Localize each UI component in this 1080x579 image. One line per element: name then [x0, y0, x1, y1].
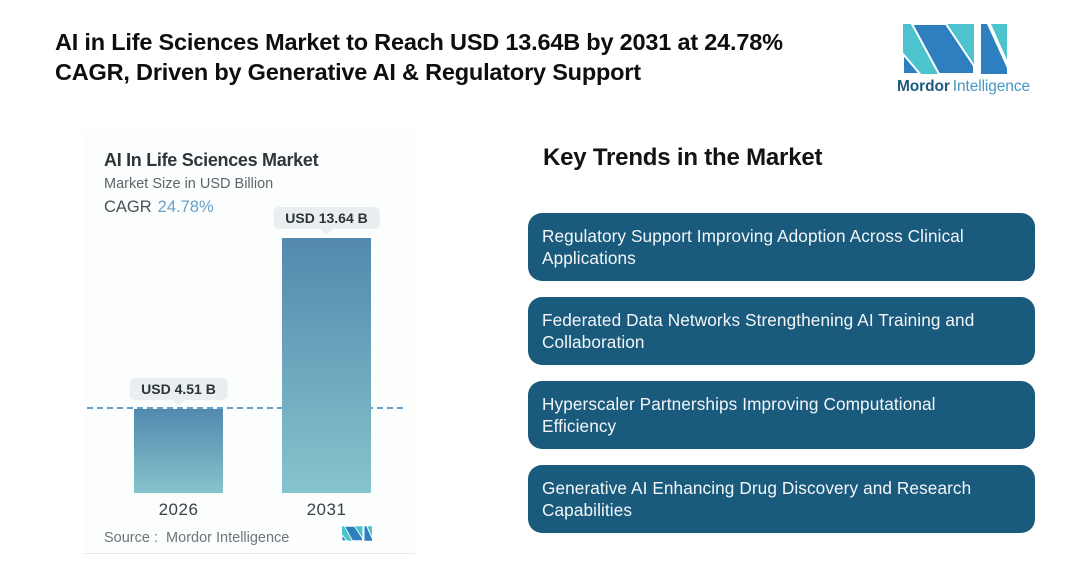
page-title-line-2: CAGR, Driven by Generative AI & Regulato… — [55, 58, 641, 85]
brand-name-primary: Mordor — [897, 78, 950, 95]
brand-name-secondary: Intelligence — [952, 78, 1030, 95]
source-attribution: Source : Mordor Intelligence — [104, 530, 290, 546]
market-size-chart-card: AI In Life Sciences Market Market Size i… — [84, 130, 415, 554]
mordor-logo-icon — [903, 24, 1007, 74]
reference-line — [87, 406, 403, 409]
page-title-line-1: AI in Life Sciences Market to Reach USD … — [55, 29, 783, 55]
trend-item-hyperscaler-partnerships: Hyperscaler Partnerships Improving Compu… — [528, 381, 1035, 449]
cagr-value: 24.78% — [157, 198, 214, 216]
trend-item-generative-ai: Generative AI Enhancing Drug Discovery a… — [528, 465, 1035, 533]
axis-label-2031: 2031 — [306, 500, 347, 519]
value-label-2026: USD 4.51 B — [129, 377, 228, 400]
axis-label-2026: 2026 — [158, 500, 199, 519]
trend-item-regulatory-support: Regulatory Support Improving Adoption Ac… — [528, 213, 1035, 281]
mordor-intelligence-logo: Mordor Intelligence — [897, 24, 1033, 96]
brand-wordmark: Mordor Intelligence — [897, 78, 1033, 96]
bar-2026: USD 4.51 B — [129, 377, 228, 493]
bar-2031: USD 13.64 B — [273, 207, 380, 493]
value-label-2031: USD 13.64 B — [273, 207, 380, 229]
chart-subtitle: Market Size in USD Billion — [104, 176, 274, 192]
key-trends-heading: Key Trends in the Market — [543, 144, 823, 171]
cagr-label: CAGR — [104, 198, 152, 216]
chart-title: AI In Life Sciences Market — [104, 150, 319, 170]
mordor-mini-logo-icon — [342, 526, 372, 541]
bar-chart-plot-area: USD 4.51 B 2026 USD 13.64 B 2031 — [87, 207, 403, 519]
trend-item-federated-data: Federated Data Networks Strengthening AI… — [528, 297, 1035, 365]
chart-cagr: CAGR 24.78% — [104, 198, 214, 217]
page-title: AI in Life Sciences Market to Reach USD … — [55, 28, 885, 87]
key-trends-list: Regulatory Support Improving Adoption Ac… — [528, 213, 1035, 533]
